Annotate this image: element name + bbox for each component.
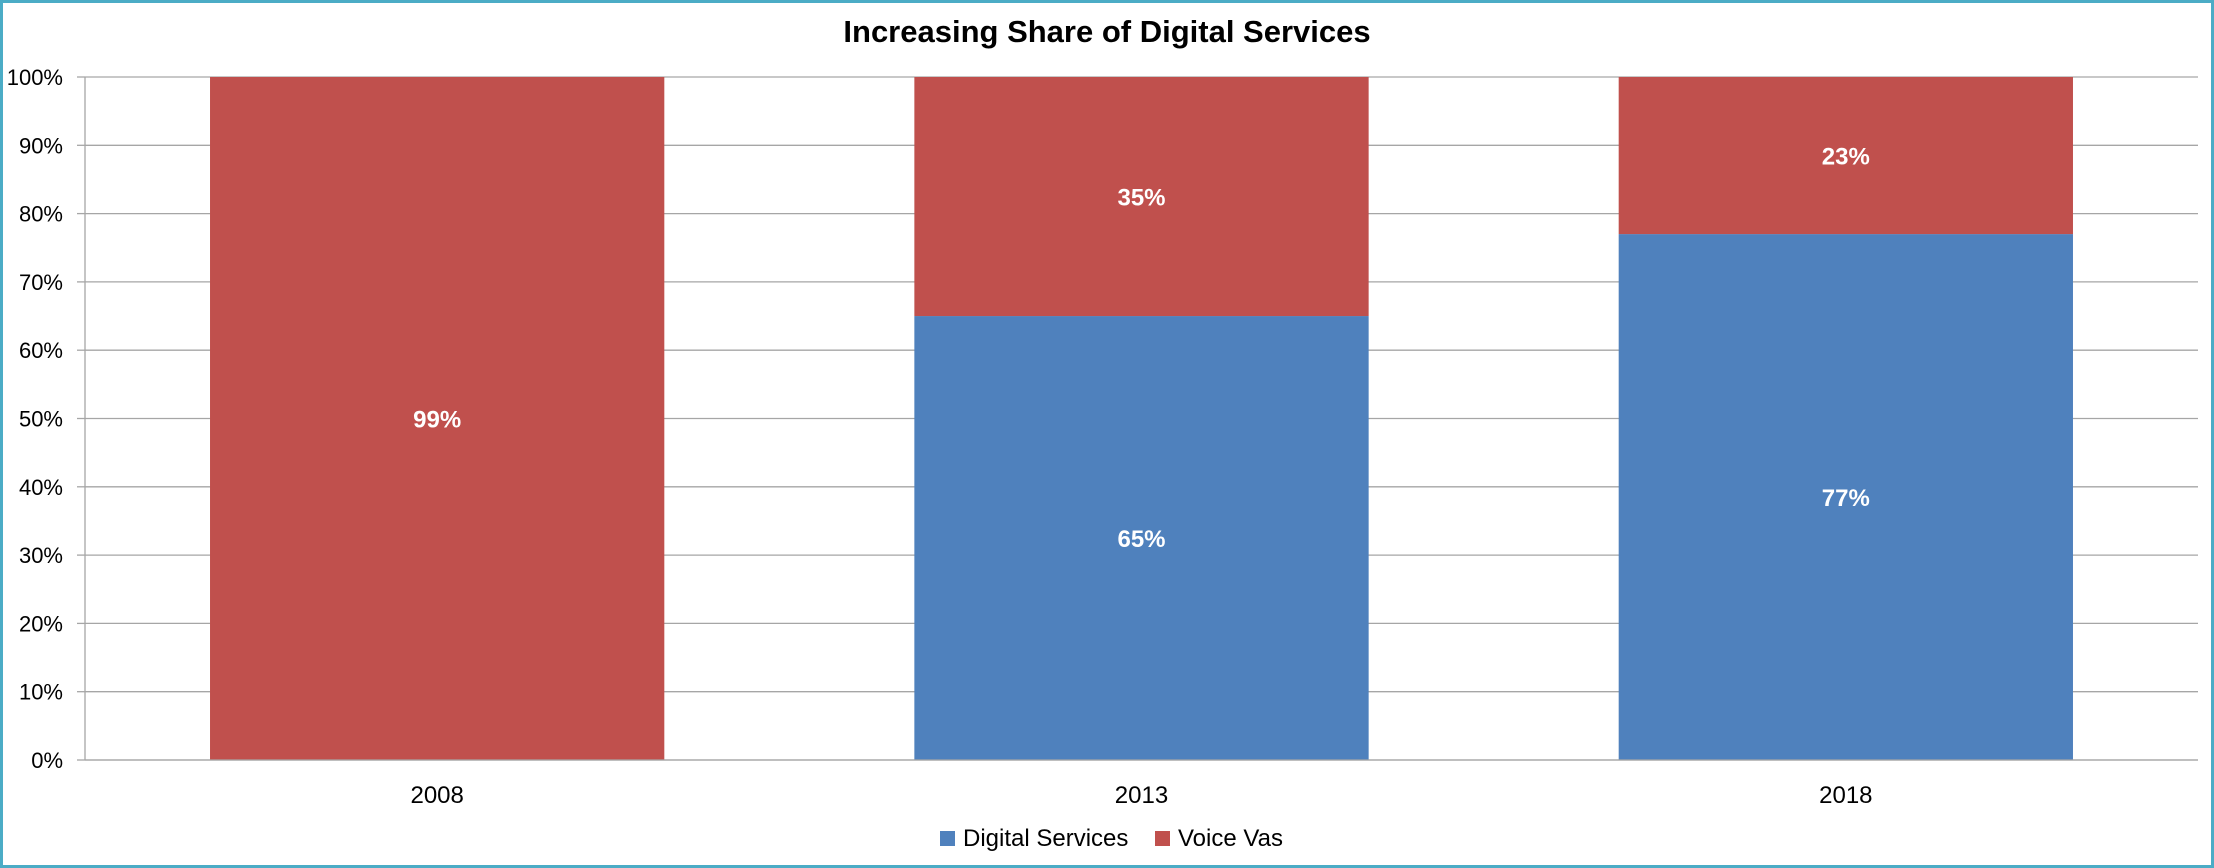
- bar-digital-services-2018: [1618, 234, 2073, 761]
- y-tick-label: 50%: [19, 407, 63, 432]
- y-axis: 0% 10% 20% 30% 40% 50% 60% 70% 80% 90% 100%: [7, 65, 86, 773]
- data-label: 77%: [1822, 485, 1870, 512]
- y-tick-label: 100%: [7, 65, 63, 90]
- data-labels: 99% 65% 35% 77% 23%: [413, 144, 1870, 553]
- y-tick-label: 0%: [31, 748, 63, 773]
- x-tick-label: 2008: [410, 782, 463, 809]
- chart-title: Increasing Share of Digital Services: [843, 14, 1370, 49]
- data-label: 23%: [1822, 144, 1870, 171]
- bar-series: [210, 77, 2073, 761]
- bar-voice-vas-2008: [210, 77, 665, 760]
- y-tick-label: 10%: [19, 680, 63, 705]
- y-tick-label: 40%: [19, 475, 63, 500]
- y-tick-label: 60%: [19, 338, 63, 363]
- legend-label: Digital Services: [963, 825, 1128, 852]
- data-label: 65%: [1117, 526, 1165, 553]
- legend-swatch: [940, 831, 955, 846]
- x-tick-label: 2013: [1115, 782, 1168, 809]
- bar-voice-vas-2013: [914, 77, 1369, 317]
- y-tick-label: 70%: [19, 270, 63, 295]
- legend-label: Voice Vas: [1178, 825, 1283, 852]
- legend: Digital Services Voice Vas: [940, 825, 1283, 852]
- x-tick-label: 2018: [1819, 782, 1872, 809]
- y-tick-label: 90%: [19, 133, 63, 158]
- legend-swatch: [1155, 831, 1170, 846]
- bar-voice-vas-2018: [1618, 77, 2073, 235]
- data-label: 99%: [413, 407, 461, 434]
- y-tick-label: 30%: [19, 543, 63, 568]
- x-axis: 2008 2013 2018: [85, 759, 2198, 809]
- bar-digital-services-2013: [914, 316, 1369, 760]
- y-tick-label: 80%: [19, 202, 63, 227]
- y-tick-label: 20%: [19, 611, 63, 636]
- data-label: 35%: [1117, 185, 1165, 212]
